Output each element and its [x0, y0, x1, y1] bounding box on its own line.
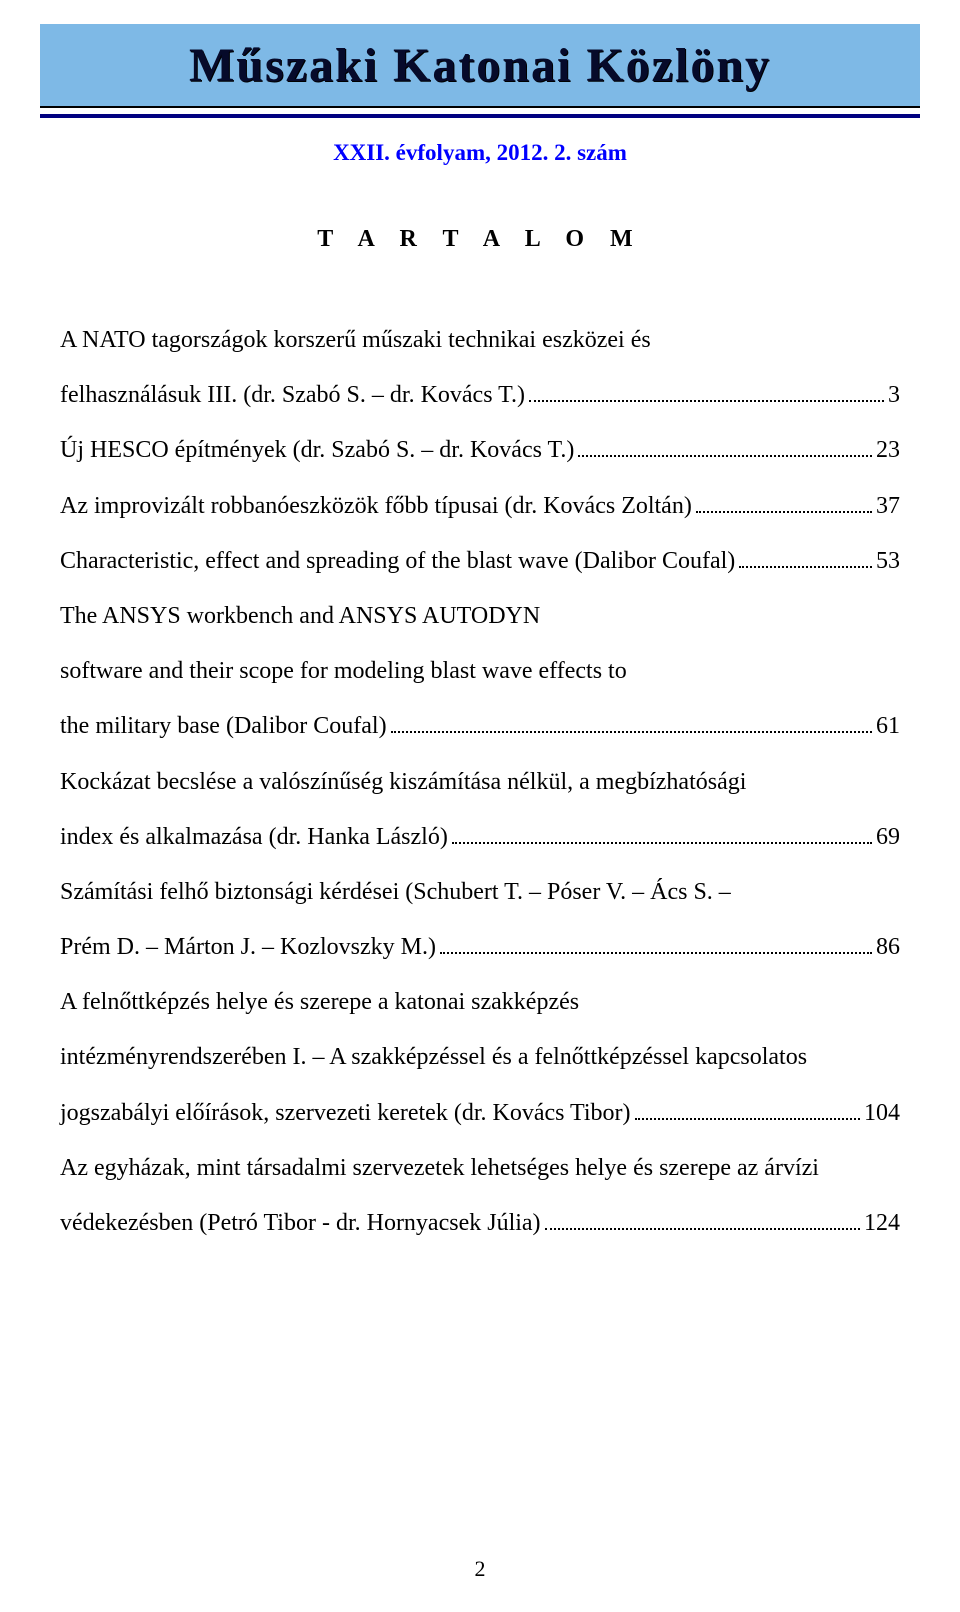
toc-entry: A NATO tagországok korszerű műszaki tech… — [60, 313, 900, 423]
toc-page: 124 — [864, 1196, 900, 1251]
toc-title-text: index és alkalmazása (dr. Hanka László) — [60, 810, 448, 865]
toc-last-row: index és alkalmazása (dr. Hanka László) 6… — [60, 810, 900, 865]
toc-last-row: Prém D. – Márton J. – Kozlovszky M.) 86 — [60, 920, 900, 975]
page-number: 2 — [0, 1556, 960, 1582]
toc-entry: Kockázat becslése a valószínűség kiszámí… — [60, 755, 900, 865]
toc-line: Kockázat becslése a valószínűség kiszámí… — [60, 755, 900, 810]
toc-line: A felnőttképzés helye és szerepe a katon… — [60, 975, 900, 1030]
leader-dots — [739, 566, 872, 568]
toc-title-text: Characteristic, effect and spreading of … — [60, 534, 735, 589]
leader-dots — [635, 1118, 861, 1120]
toc-page: 53 — [876, 534, 900, 589]
toc-entry: Characteristic, effect and spreading of … — [60, 534, 900, 589]
toc-page: 104 — [864, 1086, 900, 1141]
toc-entry: A felnőttképzés helye és szerepe a katon… — [60, 975, 900, 1141]
leader-dots — [452, 842, 872, 844]
toc-title-text: védekezésben (Petró Tibor - dr. Hornyacs… — [60, 1196, 541, 1251]
toc-entry: The ANSYS workbench and ANSYS AUTODYNsof… — [60, 589, 900, 755]
toc-last-row: jogszabályi előírások, szervezeti kerete… — [60, 1086, 900, 1141]
toc-page: 23 — [876, 423, 900, 478]
leader-dots — [578, 455, 872, 457]
toc-last-row: felhasználásuk III. (dr. Szabó S. – dr. … — [60, 368, 900, 423]
toc-page: 37 — [876, 479, 900, 534]
leader-dots — [391, 731, 872, 733]
header-rule — [40, 114, 920, 118]
toc-title-text: Az improvizált robbanóeszközök főbb típu… — [60, 479, 692, 534]
leader-dots — [440, 952, 872, 954]
toc-entry: Új HESCO építmények (dr. Szabó S. – dr. … — [60, 423, 900, 478]
toc-title-text: jogszabályi előírások, szervezeti kerete… — [60, 1086, 631, 1141]
toc-title-text: the military base (Dalibor Coufal) — [60, 699, 387, 754]
toc-page: 3 — [888, 368, 900, 423]
journal-title: Műszaki Katonai Közlöny — [189, 38, 771, 93]
leader-dots — [696, 511, 872, 513]
leader-dots — [545, 1228, 860, 1230]
toc-line: software and their scope for modeling bl… — [60, 644, 900, 699]
toc-entry: Számítási felhő biztonsági kérdései (Sch… — [60, 865, 900, 975]
toc-last-row: Új HESCO építmények (dr. Szabó S. – dr. … — [60, 423, 900, 478]
toc-title-text: felhasználásuk III. (dr. Szabó S. – dr. … — [60, 368, 525, 423]
section-title: T A R T A L O M — [0, 226, 960, 253]
toc-title-text: Új HESCO építmények (dr. Szabó S. – dr. … — [60, 423, 574, 478]
leader-dots — [529, 400, 884, 402]
toc-page: 61 — [876, 699, 900, 754]
toc-page: 86 — [876, 920, 900, 975]
toc-last-row: Az improvizált robbanóeszközök főbb típu… — [60, 479, 900, 534]
journal-header-band: Műszaki Katonai Közlöny — [40, 24, 920, 108]
toc-entry: Az improvizált robbanóeszközök főbb típu… — [60, 479, 900, 534]
toc-entry: Az egyházak, mint társadalmi szervezetek… — [60, 1141, 900, 1251]
toc-line: A NATO tagországok korszerű műszaki tech… — [60, 313, 900, 368]
toc-line: intézményrendszerében I. – A szakképzéss… — [60, 1030, 900, 1085]
toc-last-row: Characteristic, effect and spreading of … — [60, 534, 900, 589]
toc-line: Számítási felhő biztonsági kérdései (Sch… — [60, 865, 900, 920]
table-of-contents: A NATO tagországok korszerű műszaki tech… — [60, 313, 900, 1251]
toc-page: 69 — [876, 810, 900, 865]
toc-line: Az egyházak, mint társadalmi szervezetek… — [60, 1141, 900, 1196]
toc-title-text: Prém D. – Márton J. – Kozlovszky M.) — [60, 920, 436, 975]
toc-line: The ANSYS workbench and ANSYS AUTODYN — [60, 589, 900, 644]
issue-line: XXII. évfolyam, 2012. 2. szám — [0, 140, 960, 166]
toc-last-row: the military base (Dalibor Coufal) 61 — [60, 699, 900, 754]
toc-last-row: védekezésben (Petró Tibor - dr. Hornyacs… — [60, 1196, 900, 1251]
